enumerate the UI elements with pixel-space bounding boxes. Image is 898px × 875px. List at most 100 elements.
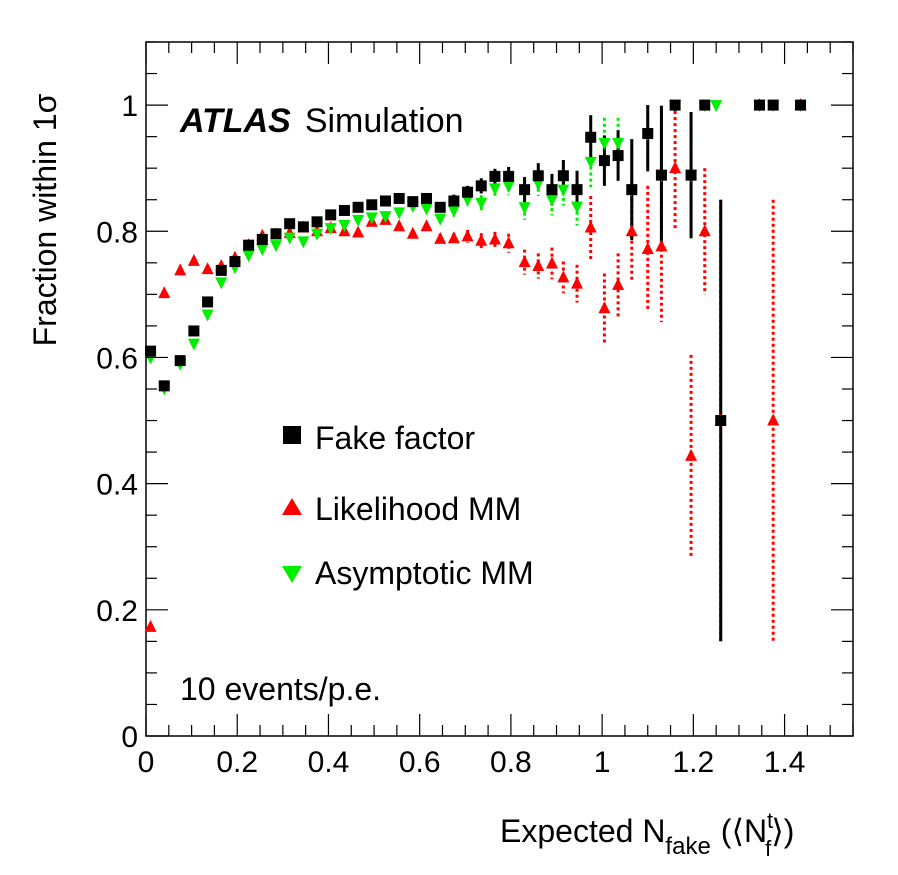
atlas-label-group: ATLAS Simulation xyxy=(179,102,464,140)
y-tick-label: 0 xyxy=(121,721,138,754)
fake-factor-point xyxy=(393,192,405,204)
fake-factor-point xyxy=(642,127,654,139)
x-tick-label: 1.2 xyxy=(672,746,714,779)
y-tick-label: 0.4 xyxy=(96,469,138,502)
asymptotic-point xyxy=(710,100,723,113)
likelihood-point xyxy=(406,226,419,239)
fake-factor-point xyxy=(270,228,282,240)
fake-factor-point xyxy=(585,131,597,143)
legend-marker-likelihood xyxy=(282,498,302,515)
fake-factor-point xyxy=(379,195,391,207)
fake-factor-point xyxy=(202,296,214,308)
fake-factor-point xyxy=(256,233,268,245)
x-tick-label: 1.4 xyxy=(764,746,806,779)
x-axis-title-sub2: f xyxy=(765,836,772,861)
legend-label-fake-factor: Fake factor xyxy=(315,420,475,456)
fake-factor-point xyxy=(519,184,531,196)
asymptotic-point xyxy=(598,137,611,150)
asymptotic-point xyxy=(201,309,214,322)
asymptotic-point xyxy=(518,202,531,215)
likelihood-point xyxy=(393,219,406,232)
fake-factor-point xyxy=(503,170,515,182)
x-axis-title-paren-close: ⟩) xyxy=(771,813,794,849)
fake-factor-point xyxy=(557,170,569,182)
asymptotic-point xyxy=(365,212,378,225)
x-tick-label: 0.6 xyxy=(399,746,441,779)
likelihood-point xyxy=(352,225,365,238)
x-axis-title: Expected Nfake (⟨Nt f⟩) xyxy=(500,808,794,861)
asymptotic-point xyxy=(269,240,282,253)
x-tick-label: 0.8 xyxy=(490,746,532,779)
likelihood-point xyxy=(518,255,531,268)
fake-factor-point xyxy=(158,380,170,392)
fake-factor-point xyxy=(767,99,779,111)
tick-labels: 0 0.2 0.4 0.6 0.8 1 1.2 1.4 0 0.2 0.4 0.6 0.8 1 xyxy=(96,90,805,779)
asymptotic-point xyxy=(475,197,488,210)
likelihood-point xyxy=(598,301,611,314)
likelihood-point xyxy=(625,224,638,237)
x-tick-label: 1 xyxy=(594,746,611,779)
asymptotic-point xyxy=(242,250,255,263)
likelihood-point xyxy=(641,241,654,254)
likelihood-point xyxy=(698,224,711,237)
x-axis-title-sub: fake xyxy=(665,833,710,860)
fake-factor-point xyxy=(366,199,378,211)
x-axis-title-sup: t xyxy=(767,808,773,833)
legend-label-likelihood: Likelihood MM xyxy=(315,491,521,527)
asymptotic-point xyxy=(434,213,447,226)
x-tick-label: 0 xyxy=(138,746,155,779)
likelihood-point xyxy=(532,258,545,271)
fake-factor-point xyxy=(612,150,624,162)
likelihood-point xyxy=(502,236,515,249)
fake-factor-point xyxy=(421,192,433,204)
y-tick-label: 1 xyxy=(121,90,138,123)
fake-factor-point xyxy=(626,184,638,196)
likelihood-point xyxy=(571,276,584,289)
asymptotic-point xyxy=(557,184,570,197)
asymptotic-point xyxy=(297,236,310,249)
likelihood-point xyxy=(685,448,698,461)
asymptotic-point xyxy=(571,201,584,214)
likelihood-point xyxy=(488,232,501,245)
asymptotic-point xyxy=(283,232,296,245)
asymptotic-point xyxy=(461,194,474,207)
fake-factor-point xyxy=(598,155,610,167)
asymptotic-point xyxy=(612,137,625,150)
fake-factor-point xyxy=(434,201,446,213)
likelihood-point xyxy=(669,161,682,174)
asymptotic-point xyxy=(215,277,228,290)
asymptotic-point xyxy=(324,223,337,236)
asymptotic-point xyxy=(584,156,597,169)
fake-factor-point xyxy=(571,184,583,196)
legend: Fake factor Likelihood MM Asymptotic MM xyxy=(282,420,534,591)
asymptotic-point xyxy=(256,243,269,256)
likelihood-point xyxy=(612,277,625,290)
asymptotic-point xyxy=(532,178,545,191)
asymptotic-point xyxy=(420,203,433,216)
asymptotic-point xyxy=(545,194,558,207)
fake-factor-point xyxy=(685,169,697,181)
atlas-experiment-label: ATLAS xyxy=(179,102,291,140)
x-tick-label: 0.4 xyxy=(308,746,350,779)
asymptotic-point xyxy=(338,219,351,232)
atlas-tag-label: Simulation xyxy=(305,102,464,140)
asymptotic-point xyxy=(502,180,515,193)
legend-marker-fake-factor xyxy=(283,426,301,444)
likelihood-point xyxy=(174,263,187,276)
asymptotic-point xyxy=(311,228,324,241)
likelihood-point xyxy=(461,229,474,242)
fake-factor-point xyxy=(145,345,157,357)
y-tick-label: 0.2 xyxy=(96,595,138,628)
fake-factor-point xyxy=(188,325,200,337)
likelihood-point xyxy=(158,286,171,299)
data-markers xyxy=(144,98,807,632)
legend-marker-asymptotic xyxy=(282,566,302,583)
likelihood-point xyxy=(557,270,570,283)
fake-factor-point xyxy=(311,216,323,228)
x-tick-label: 0.2 xyxy=(216,746,258,779)
fake-factor-point xyxy=(475,180,487,192)
fake-factor-point xyxy=(795,99,807,111)
events-annotation: 10 events/p.e. xyxy=(180,671,381,707)
